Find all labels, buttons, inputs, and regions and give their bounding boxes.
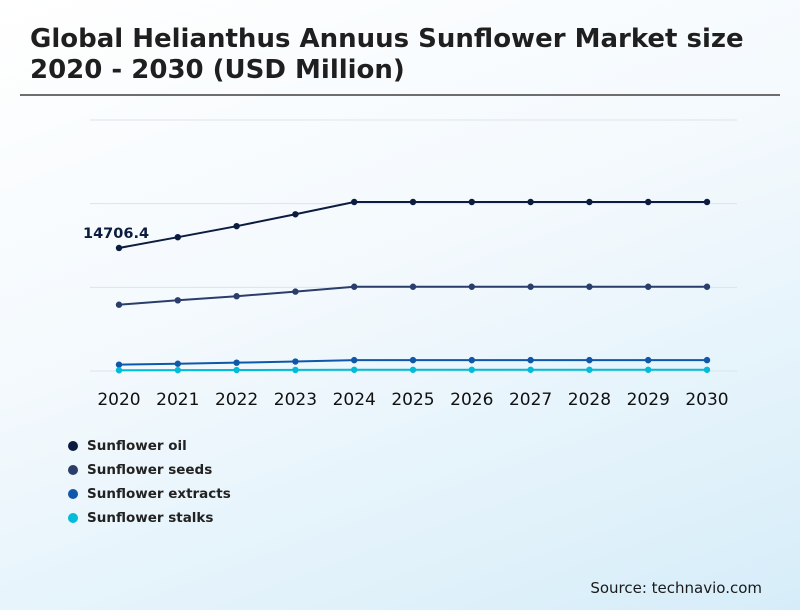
data-point xyxy=(703,366,711,373)
data-point xyxy=(409,198,417,206)
data-point xyxy=(527,366,534,373)
data-point xyxy=(233,293,240,300)
data-point xyxy=(703,283,711,290)
legend-item: Sunflower stalks xyxy=(68,506,231,530)
chart-title: Global Helianthus Annuus Sunflower Marke… xyxy=(30,24,744,85)
data-point xyxy=(586,198,593,206)
data-point xyxy=(586,356,593,364)
chart-legend: Sunflower oil Sunflower seeds Sunflower ex… xyxy=(68,434,231,530)
data-point xyxy=(292,211,299,218)
x-tick-label: 2021 xyxy=(156,390,199,410)
data-point xyxy=(174,366,181,374)
legend-item: Sunflower extracts xyxy=(68,482,231,506)
data-point xyxy=(292,366,299,374)
x-tick-label: 2026 xyxy=(450,390,493,410)
data-point xyxy=(586,283,593,290)
legend-label: Sunflower seeds xyxy=(87,462,213,478)
data-point xyxy=(115,301,123,308)
legend-label: Sunflower extracts xyxy=(87,486,231,502)
data-point xyxy=(233,366,240,374)
x-tick-label: 2030 xyxy=(685,390,728,410)
data-point xyxy=(468,366,475,373)
data-point xyxy=(233,359,240,366)
x-tick-label: 2029 xyxy=(627,390,670,410)
data-point xyxy=(468,198,475,206)
data-point xyxy=(351,283,358,290)
data-point xyxy=(174,360,181,367)
x-tick-label: 2023 xyxy=(274,390,317,410)
x-tick-label: 2020 xyxy=(97,390,140,410)
data-point xyxy=(645,198,652,206)
x-tick-label: 2024 xyxy=(333,390,376,410)
data-point xyxy=(409,366,417,373)
source-note: Source: technavio.com xyxy=(590,579,762,597)
x-tick-label: 2027 xyxy=(509,390,552,410)
data-point xyxy=(703,356,711,364)
data-point xyxy=(115,361,123,368)
x-tick-label: 2022 xyxy=(215,390,258,410)
x-tick-label: 2025 xyxy=(391,390,434,410)
data-point xyxy=(233,222,240,230)
data-point xyxy=(292,358,299,365)
legend-label: Sunflower oil xyxy=(87,438,187,454)
data-point xyxy=(527,283,534,290)
data-point xyxy=(527,356,534,364)
data-point xyxy=(409,283,417,290)
series-line-0 xyxy=(118,200,707,249)
legend-marker xyxy=(68,513,78,523)
data-point xyxy=(645,283,652,290)
legend-marker xyxy=(68,441,78,451)
data-point xyxy=(115,367,123,374)
data-label: 14706.4 xyxy=(83,226,149,242)
data-point xyxy=(351,366,358,373)
legend-item: Sunflower seeds xyxy=(68,458,231,482)
data-point xyxy=(645,356,652,364)
data-point xyxy=(292,288,299,295)
data-point xyxy=(174,233,181,241)
data-point xyxy=(468,283,475,290)
data-point xyxy=(586,366,593,373)
data-point xyxy=(468,356,475,364)
data-point xyxy=(115,244,123,252)
data-point xyxy=(645,366,652,373)
data-point xyxy=(527,198,534,206)
legend-label: Sunflower stalks xyxy=(87,510,214,526)
data-point xyxy=(703,198,711,206)
legend-item: Sunflower oil xyxy=(68,434,231,458)
data-point xyxy=(351,198,358,206)
legend-marker xyxy=(68,489,78,499)
title-divider xyxy=(20,94,780,96)
x-tick-label: 2028 xyxy=(568,390,611,410)
data-point xyxy=(174,297,181,304)
data-point xyxy=(351,356,358,364)
legend-marker xyxy=(68,465,78,475)
data-point xyxy=(409,356,417,364)
